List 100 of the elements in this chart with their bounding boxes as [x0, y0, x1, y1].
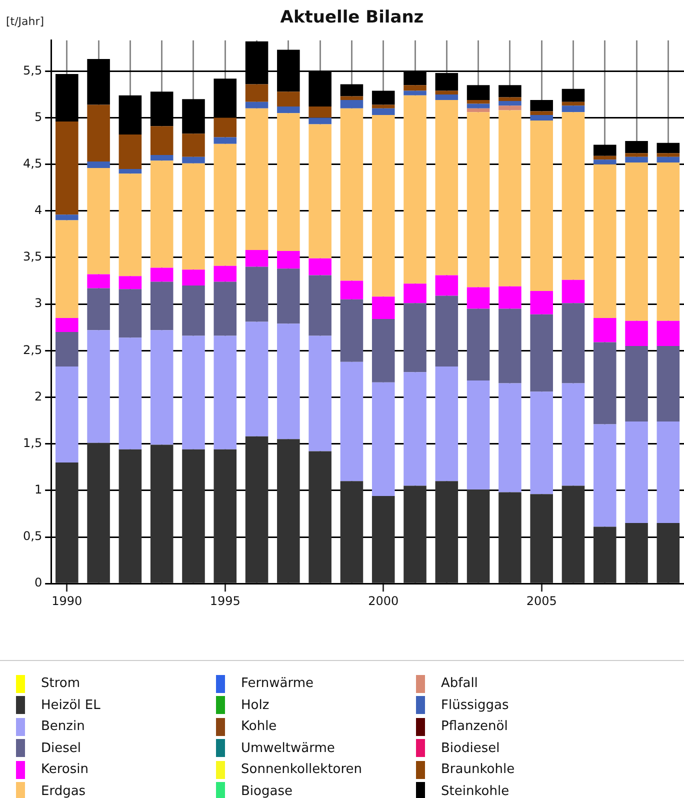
chart-title: Aktuelle Bilanz: [280, 8, 424, 28]
bar: [214, 266, 237, 282]
bar: [118, 168, 142, 174]
bar: [498, 308, 522, 384]
y-tick-label: 1: [34, 482, 42, 497]
bar: [498, 110, 522, 286]
bar: [404, 95, 426, 284]
bar: [308, 451, 332, 583]
bar: [214, 118, 237, 138]
x-tick-label: 1990: [52, 594, 82, 608]
bar: [214, 336, 237, 450]
bar: [372, 382, 395, 496]
x-tick-label: 2000: [368, 594, 399, 608]
bar: [308, 258, 332, 276]
bar: [530, 314, 553, 392]
bar: [277, 250, 300, 269]
bar: [308, 124, 332, 258]
bar: [56, 366, 78, 462]
bar: [466, 287, 490, 309]
bar: [245, 102, 268, 108]
bar: [118, 174, 142, 276]
bar: [404, 486, 426, 583]
bar: [150, 155, 174, 161]
bar: [372, 104, 395, 108]
bar: [340, 108, 364, 281]
bar: [435, 94, 458, 100]
bar: [466, 104, 490, 108]
bar: [118, 276, 142, 290]
y-tick-label: 5,5: [22, 63, 42, 78]
legend-label: Benzin: [41, 719, 85, 734]
y-tick-label: 4,5: [22, 156, 42, 170]
bar: [435, 296, 458, 367]
bar: [308, 106, 332, 118]
bar: [182, 285, 205, 336]
bar: [277, 106, 300, 114]
bar: [404, 303, 426, 372]
bar: [466, 308, 490, 380]
y-tick-label: 0: [34, 576, 42, 590]
bar: [404, 85, 426, 91]
bar: [340, 100, 364, 108]
bar: [625, 346, 648, 422]
bar: [530, 100, 553, 112]
bar: [593, 164, 616, 318]
bar: [625, 523, 648, 583]
bar: [435, 481, 458, 583]
bar: [593, 342, 616, 424]
bar: [593, 318, 616, 342]
bar: [87, 288, 110, 330]
bar: [625, 153, 648, 157]
bar: [182, 336, 205, 450]
bar: [593, 424, 616, 527]
legend-label: Steinkohle: [441, 784, 510, 798]
legend-label: Braunkohle: [441, 762, 515, 778]
bar: [182, 134, 205, 157]
bar: [372, 318, 395, 382]
bar: [56, 332, 78, 367]
bar: [372, 114, 395, 297]
bar: [466, 85, 490, 100]
bar: [530, 392, 553, 494]
bar: [656, 162, 680, 321]
bar: [340, 280, 364, 300]
y-tick-label: 0,5: [22, 529, 42, 544]
bar: [593, 160, 616, 164]
legend-label: Holz: [241, 698, 270, 713]
bar: [245, 108, 268, 250]
bar: [245, 84, 268, 102]
bar: [87, 168, 110, 274]
bar: [498, 492, 522, 583]
bar: [150, 268, 174, 282]
bar: [625, 156, 648, 162]
bar: [308, 275, 332, 336]
bar: [245, 322, 268, 436]
bar: [562, 102, 585, 106]
bar: [530, 120, 553, 292]
bar: [466, 108, 490, 112]
bar: [404, 372, 426, 486]
bar: [466, 489, 490, 583]
bar: [340, 362, 364, 482]
bar: [245, 436, 268, 583]
y-tick-label: 4: [34, 203, 42, 218]
legend-label: Kerosin: [41, 762, 89, 778]
legend-label: Fernwärme: [241, 676, 314, 692]
bar: [182, 449, 205, 583]
bar: [308, 118, 332, 124]
bar: [56, 318, 78, 332]
bar: [498, 286, 522, 309]
bar: [182, 163, 205, 270]
bar: [245, 266, 268, 322]
bar: [245, 250, 268, 267]
legend-label: Umweltwärme: [241, 740, 335, 756]
legend-label: Heizöl EL: [41, 698, 100, 713]
y-tick-label: 3: [34, 296, 42, 310]
y-tick-label: 3,5: [22, 250, 42, 264]
bar: [562, 112, 585, 280]
bar: [625, 421, 648, 524]
legend-label: Biodiesel: [441, 740, 500, 756]
bar: [530, 114, 553, 121]
legend-label: Diesel: [41, 740, 82, 756]
bar: [498, 106, 522, 110]
bar: [340, 481, 364, 583]
